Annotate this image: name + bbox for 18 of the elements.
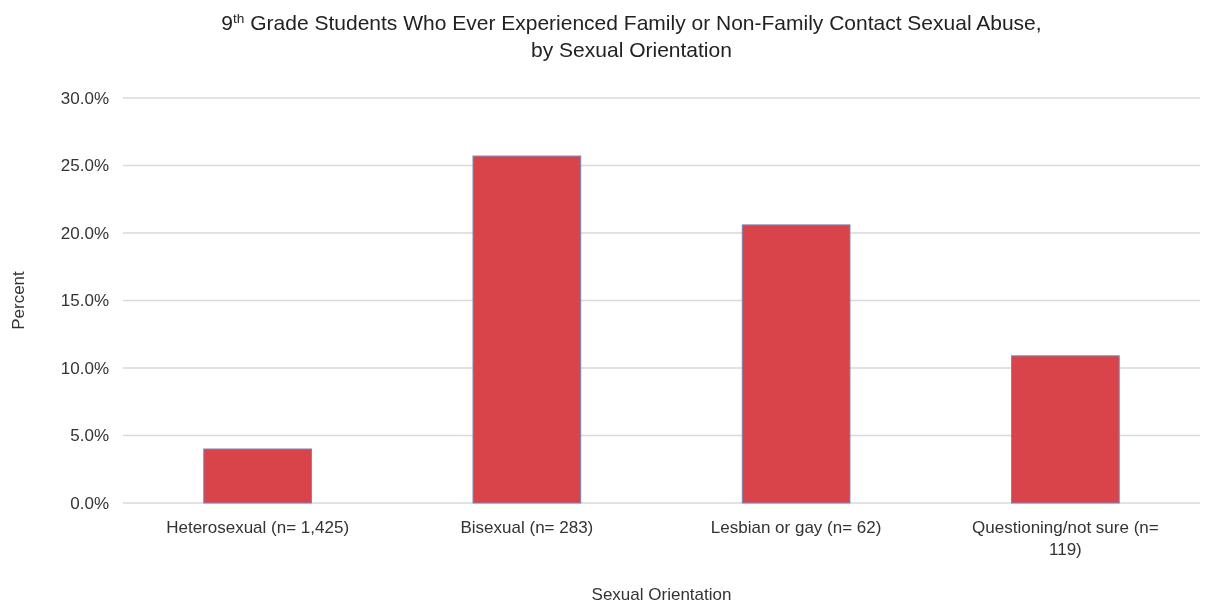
y-tick-label: 5.0% <box>70 426 109 446</box>
y-axis-title: Percent <box>9 270 28 330</box>
chart-title: 9$^{th}$ Grade Students Who Ever Experienced Family or Non-Family Contact Sexual Abuse, by Sexual Orientation <box>221 10 1042 61</box>
y-tick-label: 15.0% <box>60 291 109 311</box>
y-tick-label: 20.0% <box>60 223 109 243</box>
bar <box>203 448 312 504</box>
y-tick-label: 0.0% <box>70 493 109 513</box>
x-tick-label: Lesbian or gay (n= 62) <box>710 518 882 537</box>
x-tick-label: Bisexual (n= 283) <box>460 518 594 537</box>
bar <box>472 155 582 504</box>
y-tick-label: 25.0% <box>60 156 109 176</box>
x-tick-label: Questioning/not sure (n= 119) <box>972 518 1159 559</box>
bar <box>1011 355 1120 504</box>
y-tick-label: 30.0% <box>60 88 109 108</box>
x-axis-title: Sexual Orientation <box>591 585 732 604</box>
y-tick-label: 10.0% <box>60 358 109 378</box>
x-tick-label: Heterosexual (n= 1,425) <box>166 518 350 537</box>
bar <box>741 224 851 504</box>
